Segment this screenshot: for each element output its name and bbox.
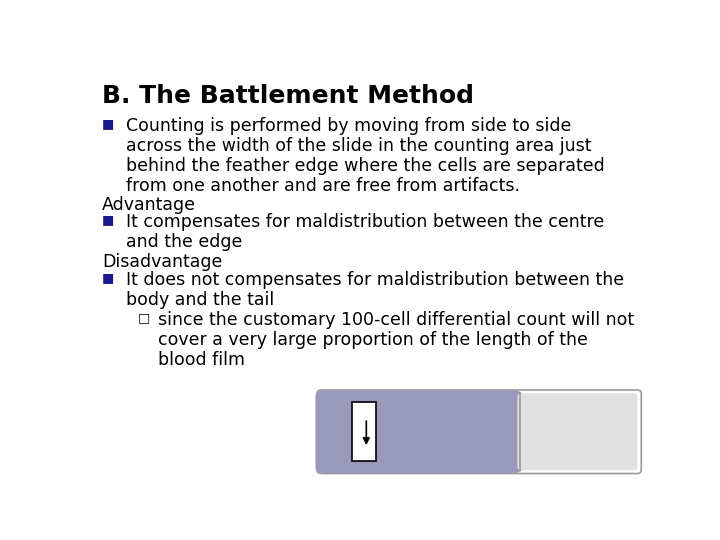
Text: It compensates for maldistribution between the centre: It compensates for maldistribution betwe… xyxy=(126,213,605,231)
Text: cover a very large proportion of the length of the: cover a very large proportion of the len… xyxy=(158,331,588,349)
Text: since the customary 100-cell differential count will not: since the customary 100-cell differentia… xyxy=(158,311,634,329)
Text: Disadvantage: Disadvantage xyxy=(102,253,222,271)
Text: □: □ xyxy=(138,311,150,324)
FancyBboxPatch shape xyxy=(518,393,637,470)
Ellipse shape xyxy=(317,420,331,443)
Text: body and the tail: body and the tail xyxy=(126,291,274,308)
Text: B. The Battlement Method: B. The Battlement Method xyxy=(102,84,474,107)
Text: Advantage: Advantage xyxy=(102,196,197,214)
Text: ■: ■ xyxy=(102,271,114,284)
FancyBboxPatch shape xyxy=(315,390,523,473)
Bar xyxy=(352,402,376,461)
FancyBboxPatch shape xyxy=(317,390,642,474)
Text: It does not compensates for maldistribution between the: It does not compensates for maldistribut… xyxy=(126,271,624,288)
Text: Counting is performed by moving from side to side: Counting is performed by moving from sid… xyxy=(126,117,572,135)
Text: behind the feather edge where the cells are separated: behind the feather edge where the cells … xyxy=(126,157,605,175)
Text: from one another and are free from artifacts.: from one another and are free from artif… xyxy=(126,177,521,194)
Text: blood film: blood film xyxy=(158,351,245,369)
Text: ■: ■ xyxy=(102,117,114,130)
Text: ■: ■ xyxy=(102,213,114,226)
Text: across the width of the slide in the counting area just: across the width of the slide in the cou… xyxy=(126,137,592,155)
Text: and the edge: and the edge xyxy=(126,233,243,251)
